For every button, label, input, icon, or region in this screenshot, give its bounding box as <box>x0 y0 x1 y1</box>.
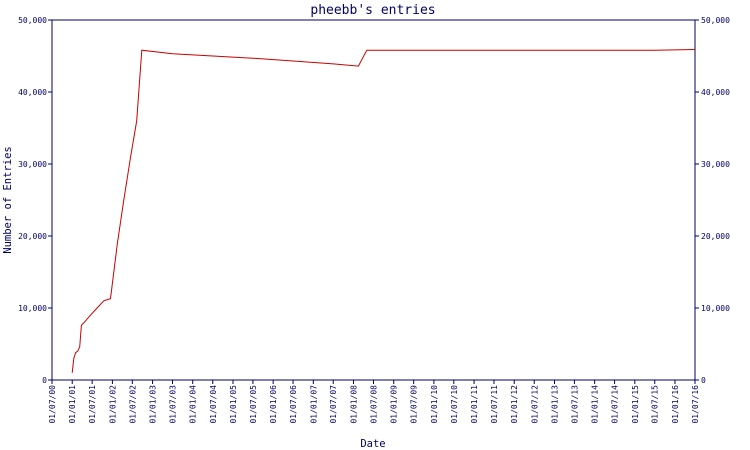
x-tick-label: 01/07/05 <box>249 385 258 424</box>
x-tick-label: 01/01/06 <box>269 385 278 424</box>
chart-title: pheebb's entries <box>310 3 435 18</box>
x-tick-label: 01/07/16 <box>691 385 700 424</box>
y-tick-label-left: 50,000 <box>18 16 47 25</box>
x-tick-label: 01/07/08 <box>370 385 379 424</box>
y-tick-label-right: 20,000 <box>701 232 730 241</box>
y-tick-label-left: 40,000 <box>18 88 47 97</box>
x-tick-label: 01/01/03 <box>149 385 158 424</box>
x-tick-label: 01/07/03 <box>168 385 177 424</box>
x-tick-label: 01/07/10 <box>450 385 459 424</box>
x-tick-label: 01/07/07 <box>329 385 338 424</box>
y-tick-label-right: 0 <box>701 376 706 385</box>
y-axis-left: 0 10,000 20,000 30,000 40,000 50,000 <box>18 16 52 385</box>
x-tick-label: 01/07/09 <box>410 385 419 424</box>
x-tick-label: 01/07/12 <box>530 385 539 424</box>
x-tick-label: 01/01/07 <box>309 385 318 424</box>
x-tick-label: 01/01/15 <box>631 385 640 424</box>
y-tick-label-right: 10,000 <box>701 304 730 313</box>
x-tick-label: 01/01/11 <box>470 385 479 424</box>
entries-series-line <box>71 49 696 373</box>
x-axis: 01/07/00 01/01/01 01/07/01 01/01/02 01/07/02… <box>48 380 700 424</box>
x-tick-label: 01/01/12 <box>510 385 519 424</box>
x-tick-label: 01/01/05 <box>229 385 238 424</box>
y-tick-label-left: 0 <box>42 376 47 385</box>
x-tick-label: 01/07/02 <box>128 385 137 424</box>
y-axis-right: 0 10,000 20,000 30,000 40,000 50,000 <box>695 16 730 385</box>
x-tick-label: 01/07/00 <box>48 385 57 424</box>
x-tick-label: 01/07/04 <box>209 385 218 424</box>
y-tick-label-left: 10,000 <box>18 304 47 313</box>
x-tick-label: 01/01/10 <box>430 385 439 424</box>
x-tick-label: 01/07/13 <box>570 385 579 424</box>
x-tick-label: 01/01/01 <box>68 385 77 424</box>
x-axis-title: Date <box>360 438 385 450</box>
x-tick-label: 01/01/09 <box>390 385 399 424</box>
x-tick-label: 01/07/06 <box>289 385 298 424</box>
x-tick-label: 01/07/14 <box>611 385 620 424</box>
x-tick-label: 01/01/08 <box>349 385 358 424</box>
y-tick-label-left: 30,000 <box>18 160 47 169</box>
x-tick-label: 01/07/11 <box>490 385 499 424</box>
x-tick-label: 01/01/04 <box>189 385 198 424</box>
y-axis-title: Number of Entries <box>2 146 14 253</box>
x-tick-label: 01/01/14 <box>591 385 600 424</box>
y-tick-label-right: 30,000 <box>701 160 730 169</box>
x-tick-label: 01/01/16 <box>671 385 680 424</box>
y-tick-label-left: 20,000 <box>18 232 47 241</box>
x-tick-label: 01/01/13 <box>550 385 559 424</box>
y-tick-label-right: 40,000 <box>701 88 730 97</box>
x-tick-label: 01/01/02 <box>108 385 117 424</box>
y-tick-label-right: 50,000 <box>701 16 730 25</box>
x-tick-label: 01/07/15 <box>651 385 660 424</box>
x-tick-label: 01/07/01 <box>88 385 97 424</box>
